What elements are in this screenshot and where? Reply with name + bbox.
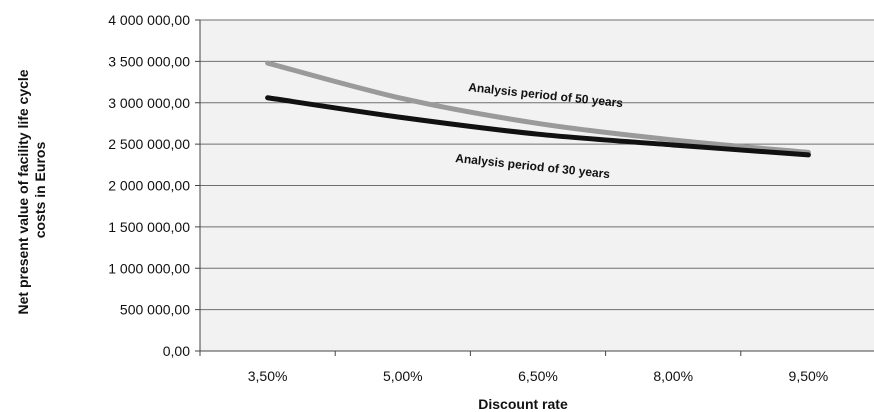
x-tick-label: 6,50% — [518, 368, 558, 384]
x-axis-ticks: 3,50% 5,00% 6,50% 8,00% 9,50% — [199, 351, 829, 384]
y-tick-label: 0,00 — [163, 343, 190, 359]
y-tick-label: 1 000 000,00 — [108, 260, 190, 276]
y-axis-ticks: 0,00 500 000,00 1 000 000,00 1 500 000,00 2 … — [108, 12, 200, 359]
y-tick-label: 3 500 000,00 — [108, 53, 190, 69]
x-tick-label: 8,00% — [653, 368, 693, 384]
x-axis-title: Discount rate — [478, 396, 568, 412]
x-tick-label: 3,50% — [248, 368, 288, 384]
y-axis-title: Net present value of facility life cycle… — [15, 66, 48, 315]
y-axis-title-line-2: costs in Euros — [32, 142, 48, 239]
y-tick-label: 500 000,00 — [120, 302, 190, 318]
series-line-2 — [265, 95, 811, 158]
series-line-1 — [265, 60, 811, 155]
series-lines — [265, 60, 811, 158]
x-tick-label: 5,00% — [383, 368, 423, 384]
y-tick-label: 4 000 000,00 — [108, 12, 190, 28]
y-tick-label: 1 500 000,00 — [108, 219, 190, 235]
y-tick-label: 3 000 000,00 — [108, 95, 190, 111]
y-tick-label: 2 500 000,00 — [108, 136, 190, 152]
x-tick-label: 9,50% — [789, 368, 829, 384]
gridlines — [200, 19, 874, 311]
y-tick-label: 2 000 000,00 — [108, 178, 190, 194]
y-axis-title-line-1: Net present value of facility life cycle — [15, 69, 31, 314]
